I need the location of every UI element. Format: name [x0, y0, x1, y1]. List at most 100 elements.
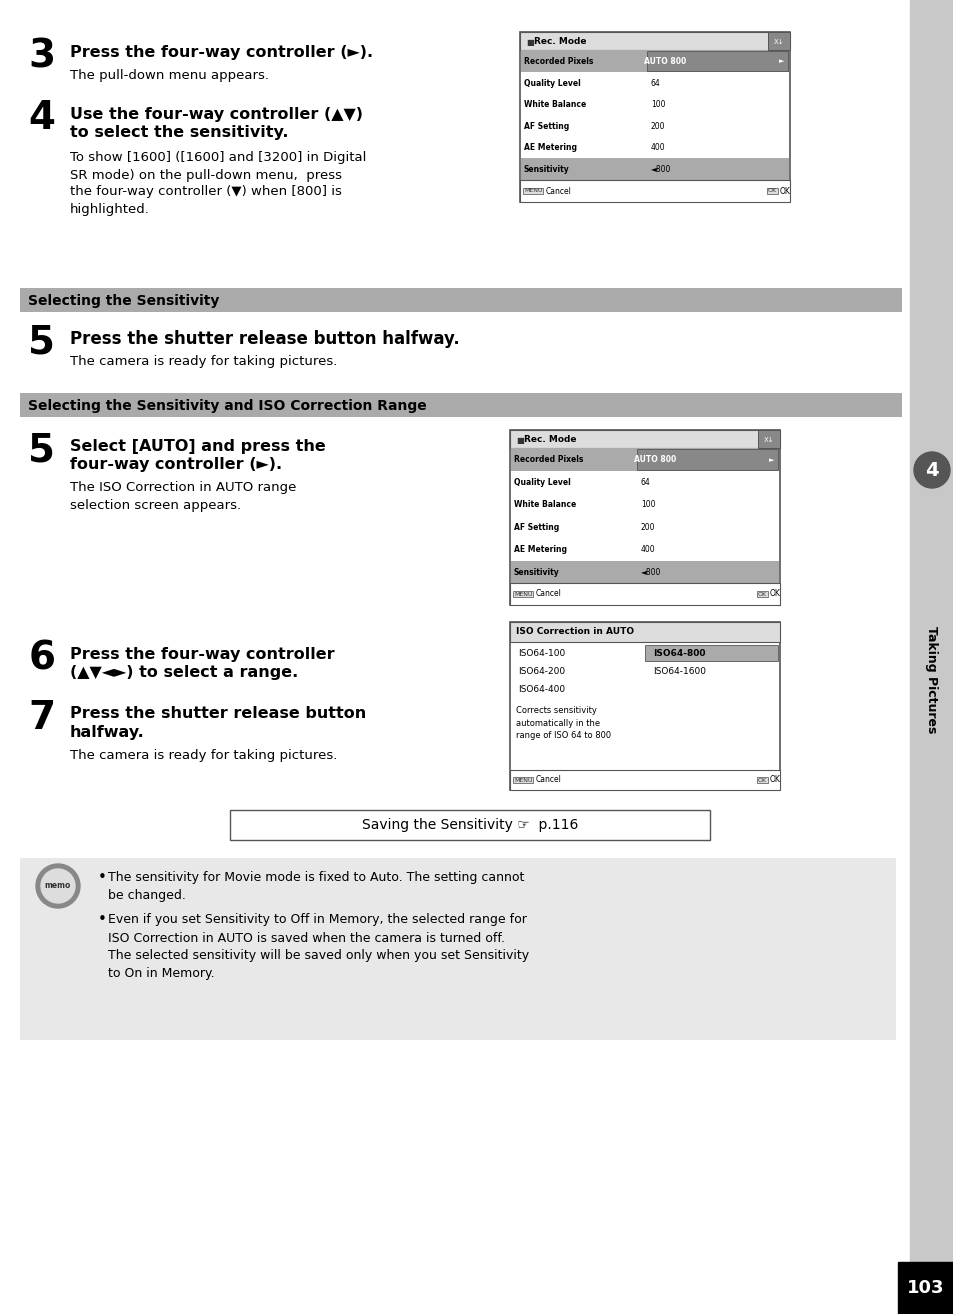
- Bar: [510, 430, 780, 604]
- Bar: [520, 158, 788, 180]
- Text: Cancel: Cancel: [545, 187, 571, 196]
- Text: 100: 100: [640, 501, 655, 510]
- Text: the four-way controller (▼) when [800] is: the four-way controller (▼) when [800] i…: [70, 185, 341, 198]
- Text: Press the four-way controller: Press the four-way controller: [70, 646, 335, 661]
- Text: ◄800: ◄800: [650, 166, 671, 175]
- Text: Sensitivity: Sensitivity: [514, 568, 559, 577]
- Text: ►: ►: [768, 457, 774, 463]
- Text: •: •: [98, 912, 107, 928]
- Text: 3: 3: [29, 37, 55, 75]
- Text: Press the shutter release button: Press the shutter release button: [70, 707, 366, 721]
- Text: MENU: MENU: [514, 591, 532, 597]
- Bar: [519, 32, 789, 50]
- Text: 4: 4: [924, 460, 938, 480]
- Circle shape: [913, 452, 949, 487]
- Text: AF Setting: AF Setting: [523, 122, 569, 131]
- Circle shape: [41, 869, 75, 903]
- Bar: [637, 449, 778, 469]
- Text: Saving the Sensitivity ☞  p.116: Saving the Sensitivity ☞ p.116: [361, 819, 578, 832]
- Text: Taking Pictures: Taking Pictures: [924, 627, 938, 733]
- Text: to select the sensitivity.: to select the sensitivity.: [70, 125, 288, 139]
- Text: ISO Correction in AUTO: ISO Correction in AUTO: [516, 628, 634, 636]
- Circle shape: [36, 865, 80, 908]
- Text: ■: ■: [516, 435, 523, 444]
- Text: The camera is ready for taking pictures.: The camera is ready for taking pictures.: [70, 355, 337, 368]
- Text: X↓: X↓: [763, 438, 774, 443]
- Bar: [511, 561, 779, 583]
- Text: AE Metering: AE Metering: [514, 545, 566, 555]
- Text: be changed.: be changed.: [108, 890, 186, 903]
- Text: Recorded Pixels: Recorded Pixels: [523, 57, 593, 66]
- Text: 200: 200: [640, 523, 655, 532]
- Text: ISO64-1600: ISO64-1600: [652, 666, 705, 675]
- Text: The camera is ready for taking pictures.: The camera is ready for taking pictures.: [70, 749, 337, 762]
- Text: 5: 5: [29, 431, 55, 469]
- Text: 6: 6: [29, 639, 55, 677]
- Text: MENU: MENU: [514, 778, 532, 783]
- Text: OK: OK: [769, 590, 781, 598]
- Text: AUTO 800: AUTO 800: [633, 455, 676, 464]
- Bar: [510, 430, 780, 448]
- Bar: [644, 645, 778, 661]
- Text: OK: OK: [758, 591, 766, 597]
- Text: AE Metering: AE Metering: [523, 143, 577, 152]
- Text: Press the four-way controller (►).: Press the four-way controller (►).: [70, 45, 373, 59]
- Text: Even if you set Sensitivity to Off in Memory, the selected range for: Even if you set Sensitivity to Off in Me…: [108, 913, 526, 926]
- Text: ►: ►: [779, 58, 784, 64]
- Text: ISO Correction in AUTO is saved when the camera is turned off.: ISO Correction in AUTO is saved when the…: [108, 932, 504, 945]
- Text: AUTO 800: AUTO 800: [643, 57, 685, 66]
- Text: 200: 200: [650, 122, 665, 131]
- Bar: [511, 448, 779, 470]
- Text: to On in Memory.: to On in Memory.: [108, 967, 214, 980]
- Text: 7: 7: [29, 699, 55, 737]
- Text: 100: 100: [650, 100, 665, 109]
- Text: highlighted.: highlighted.: [70, 202, 150, 215]
- Text: Rec. Mode: Rec. Mode: [523, 435, 576, 444]
- Text: To show [1600] ([1600] and [3200] in Digital: To show [1600] ([1600] and [3200] in Dig…: [70, 151, 366, 164]
- Text: Selecting the Sensitivity and ISO Correction Range: Selecting the Sensitivity and ISO Correc…: [28, 399, 426, 413]
- Text: Corrects sensitivity
automatically in the
range of ISO 64 to 800: Corrects sensitivity automatically in th…: [516, 706, 611, 740]
- Bar: [520, 50, 788, 72]
- Text: Quality Level: Quality Level: [523, 79, 580, 88]
- Text: The ISO Correction in AUTO range: The ISO Correction in AUTO range: [70, 481, 296, 494]
- Text: Recorded Pixels: Recorded Pixels: [514, 455, 583, 464]
- Bar: [230, 809, 709, 840]
- Bar: [20, 288, 901, 311]
- Text: 400: 400: [640, 545, 655, 555]
- Text: OK: OK: [758, 778, 766, 783]
- Text: ISO64-400: ISO64-400: [517, 685, 564, 694]
- Text: AF Setting: AF Setting: [514, 523, 558, 532]
- Text: X↓: X↓: [773, 39, 783, 45]
- Text: 64: 64: [650, 79, 660, 88]
- Bar: [767, 32, 789, 50]
- Text: ISO64-800: ISO64-800: [652, 649, 705, 657]
- Text: SR mode) on the pull-down menu,  press: SR mode) on the pull-down menu, press: [70, 168, 341, 181]
- Text: ISO64-100: ISO64-100: [517, 649, 565, 657]
- Bar: [510, 583, 780, 604]
- Bar: [897, 1261, 953, 1314]
- Bar: [646, 51, 787, 71]
- Bar: [909, 0, 953, 1314]
- Text: Use the four-way controller (▲▼): Use the four-way controller (▲▼): [70, 106, 363, 121]
- Text: halfway.: halfway.: [70, 724, 145, 740]
- Text: ISO64-200: ISO64-200: [517, 666, 564, 675]
- Text: MENU: MENU: [523, 188, 542, 193]
- Text: 103: 103: [906, 1279, 943, 1297]
- Bar: [20, 858, 895, 1039]
- Text: Cancel: Cancel: [536, 775, 561, 784]
- Text: The selected sensitivity will be saved only when you set Sensitivity: The selected sensitivity will be saved o…: [108, 950, 529, 962]
- Text: ◄800: ◄800: [640, 568, 660, 577]
- Bar: [519, 180, 789, 202]
- Bar: [510, 622, 780, 790]
- Text: Press the shutter release button halfway.: Press the shutter release button halfway…: [70, 330, 459, 348]
- Text: four-way controller (►).: four-way controller (►).: [70, 456, 282, 472]
- Text: memo: memo: [45, 882, 71, 891]
- Text: ■: ■: [525, 38, 534, 46]
- Text: OK: OK: [769, 775, 781, 784]
- Text: Quality Level: Quality Level: [514, 478, 570, 486]
- Text: Rec. Mode: Rec. Mode: [534, 38, 586, 46]
- Text: The sensitivity for Movie mode is fixed to Auto. The setting cannot: The sensitivity for Movie mode is fixed …: [108, 871, 524, 884]
- Bar: [519, 32, 789, 202]
- Text: Sensitivity: Sensitivity: [523, 166, 569, 175]
- Text: •: •: [98, 870, 107, 886]
